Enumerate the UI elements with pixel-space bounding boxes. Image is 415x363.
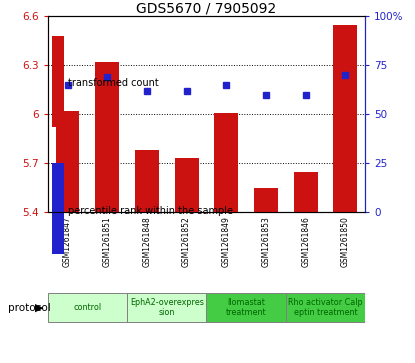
Text: control: control bbox=[73, 303, 102, 312]
Text: EphA2-overexpres
sion: EphA2-overexpres sion bbox=[130, 298, 204, 317]
Text: GSM1261852: GSM1261852 bbox=[182, 216, 191, 267]
Text: GSM1261853: GSM1261853 bbox=[261, 216, 271, 267]
Text: GSM1261847: GSM1261847 bbox=[63, 216, 72, 267]
Text: GSM1261848: GSM1261848 bbox=[142, 216, 151, 267]
Bar bbox=[215, 113, 238, 212]
Bar bbox=[56, 111, 80, 212]
Text: ▶: ▶ bbox=[35, 303, 44, 313]
Bar bbox=[207, 293, 286, 322]
Bar bbox=[95, 62, 119, 212]
Bar bbox=[175, 158, 198, 212]
Bar bbox=[52, 36, 64, 127]
Text: percentile rank within the sample: percentile rank within the sample bbox=[68, 205, 234, 216]
Bar bbox=[286, 293, 365, 322]
Bar bbox=[294, 171, 317, 212]
Text: GSM1261850: GSM1261850 bbox=[341, 216, 350, 267]
Bar bbox=[254, 188, 278, 212]
Text: transformed count: transformed count bbox=[68, 78, 159, 89]
Text: Rho activator Calp
eptin treatment: Rho activator Calp eptin treatment bbox=[288, 298, 363, 317]
Bar bbox=[52, 163, 64, 254]
Text: protocol: protocol bbox=[8, 303, 51, 313]
Text: Ilomastat
treatment: Ilomastat treatment bbox=[226, 298, 266, 317]
Title: GDS5670 / 7905092: GDS5670 / 7905092 bbox=[137, 1, 276, 15]
Bar bbox=[333, 24, 357, 212]
Bar bbox=[135, 150, 159, 212]
Text: GSM1261846: GSM1261846 bbox=[301, 216, 310, 267]
Bar bbox=[127, 293, 207, 322]
Text: GSM1261851: GSM1261851 bbox=[103, 216, 112, 267]
Bar bbox=[48, 293, 127, 322]
Text: GSM1261849: GSM1261849 bbox=[222, 216, 231, 267]
